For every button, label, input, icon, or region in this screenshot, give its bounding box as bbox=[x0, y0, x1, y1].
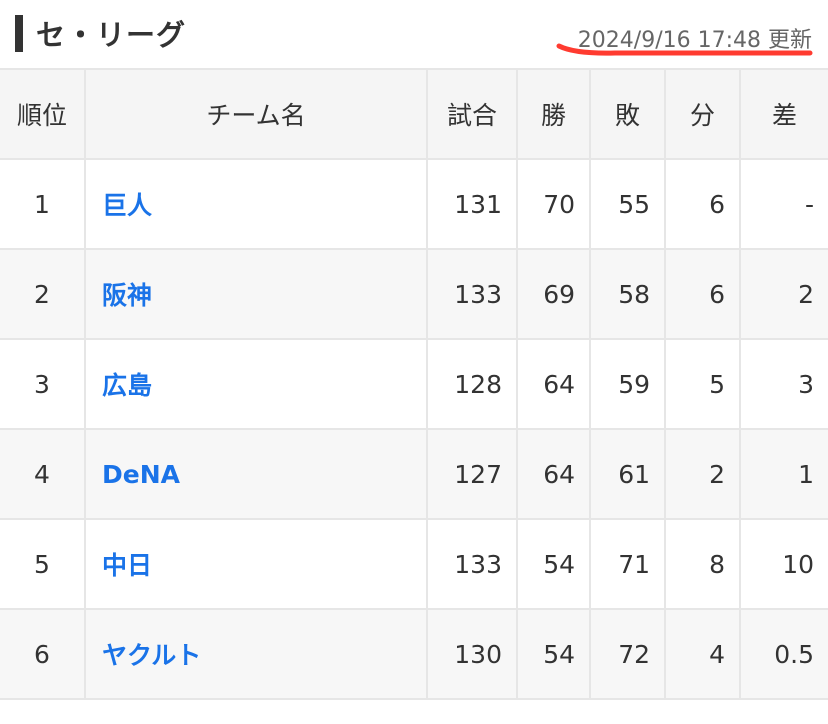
col-losses: 敗 bbox=[589, 68, 666, 160]
cell-rank: 3 bbox=[0, 338, 86, 430]
cell-draws: 6 bbox=[664, 158, 741, 250]
cell-losses: 55 bbox=[589, 158, 666, 250]
cell-draws: 6 bbox=[664, 248, 741, 340]
cell-losses: 59 bbox=[589, 338, 666, 430]
cell-games: 127 bbox=[426, 428, 518, 520]
cell-rank: 6 bbox=[0, 608, 86, 700]
cell-draws: 2 bbox=[664, 428, 741, 520]
cell-draws: 8 bbox=[664, 518, 741, 610]
updated-timestamp: 2024/9/16 17:48 更新 bbox=[577, 28, 812, 53]
cell-rank: 5 bbox=[0, 518, 86, 610]
table-row: 1 巨人 131 70 55 6- bbox=[0, 158, 828, 250]
team-link[interactable]: 巨人 bbox=[84, 158, 428, 250]
cell-losses: 58 bbox=[589, 248, 666, 340]
team-link[interactable]: DeNA bbox=[84, 428, 428, 520]
table-row: 6 ヤクルト 130 54 72 4 0.5 bbox=[0, 608, 828, 700]
cell-losses: 61 bbox=[589, 428, 666, 520]
cell-games: 131 bbox=[426, 158, 518, 250]
col-games: 試合 bbox=[426, 68, 518, 160]
red-underline-annotation bbox=[556, 43, 813, 56]
cell-rank: 2 bbox=[0, 248, 86, 340]
cell-gb: 0.5 bbox=[739, 608, 828, 700]
team-link[interactable]: 中日 bbox=[84, 518, 428, 610]
cell-losses: 72 bbox=[589, 608, 666, 700]
cell-wins: 64 bbox=[516, 428, 591, 520]
cell-gb: 2 bbox=[739, 248, 828, 340]
cell-losses: 71 bbox=[589, 518, 666, 610]
cell-wins: 54 bbox=[516, 518, 591, 610]
cell-wins: 70 bbox=[516, 158, 591, 250]
league-header: セ・リーグ 2024/9/16 17:48 更新 bbox=[0, 0, 828, 68]
col-games-behind: 差 bbox=[739, 68, 828, 160]
col-wins: 勝 bbox=[516, 68, 591, 160]
title-accent-bar bbox=[15, 15, 23, 52]
cell-rank: 1 bbox=[0, 158, 86, 250]
table-row: 3 広島 128 64 59 5 3 bbox=[0, 338, 828, 430]
team-link[interactable]: ヤクルト bbox=[84, 608, 428, 700]
table-row: 4 DeNA 127 64 61 2 1 bbox=[0, 428, 828, 520]
cell-draws: 4 bbox=[664, 608, 741, 700]
col-team: チーム名 bbox=[84, 68, 428, 160]
cell-games: 128 bbox=[426, 338, 518, 430]
cell-games: 133 bbox=[426, 248, 518, 340]
cell-gb: 3 bbox=[739, 338, 828, 430]
cell-games: 133 bbox=[426, 518, 518, 610]
team-link[interactable]: 広島 bbox=[84, 338, 428, 430]
league-title: セ・リーグ bbox=[36, 18, 187, 52]
table-header-row: 順位 チーム名 試合 勝 敗 分 差 bbox=[0, 68, 828, 160]
col-rank: 順位 bbox=[0, 68, 86, 160]
cell-games: 130 bbox=[426, 608, 518, 700]
cell-draws: 5 bbox=[664, 338, 741, 430]
cell-rank: 4 bbox=[0, 428, 86, 520]
cell-gb: 10 bbox=[739, 518, 828, 610]
standings-table: 順位 チーム名 試合 勝 敗 分 差 1 巨人 131 70 55 6-2 阪神 133 69 5… bbox=[0, 68, 828, 700]
col-draws: 分 bbox=[664, 68, 741, 160]
cell-wins: 64 bbox=[516, 338, 591, 430]
table-row: 2 阪神 133 69 58 6 2 bbox=[0, 248, 828, 340]
table-row: 5 中日 133 54 71 8 10 bbox=[0, 518, 828, 610]
cell-gb: - bbox=[739, 158, 828, 250]
cell-wins: 69 bbox=[516, 248, 591, 340]
cell-gb: 1 bbox=[739, 428, 828, 520]
team-link[interactable]: 阪神 bbox=[84, 248, 428, 340]
cell-wins: 54 bbox=[516, 608, 591, 700]
